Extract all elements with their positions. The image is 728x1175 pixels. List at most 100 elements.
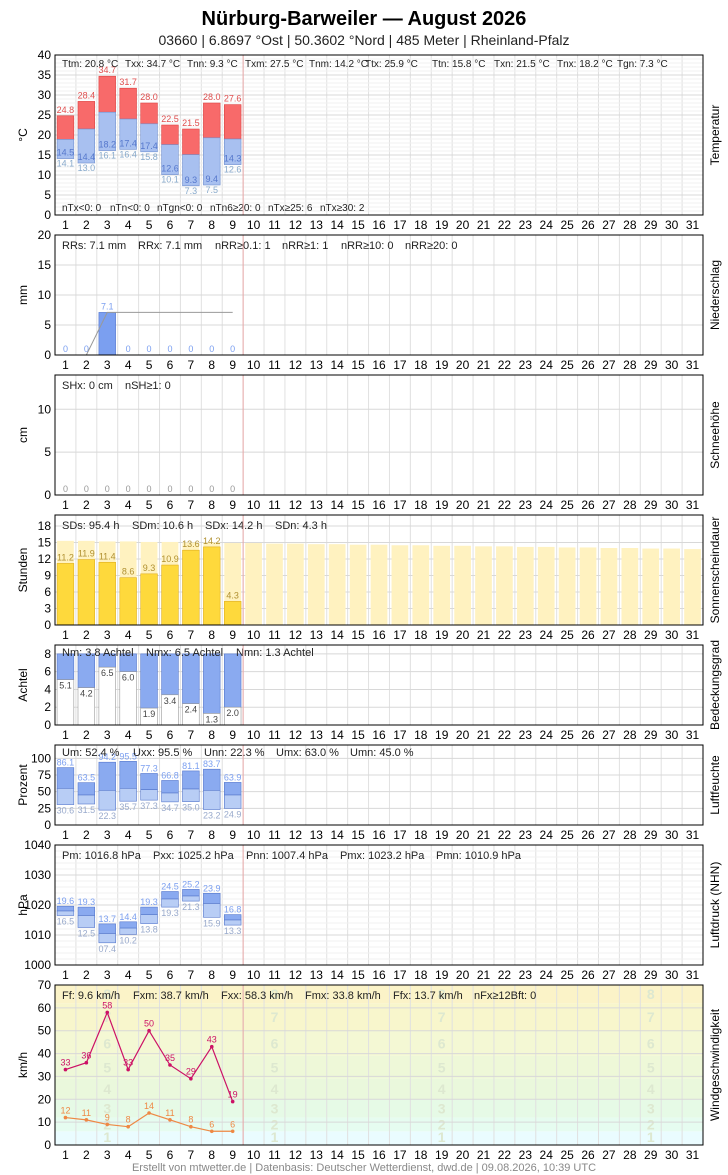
cloud-value-label: 3.4 — [164, 696, 177, 706]
tmin-bar — [56, 139, 75, 159]
humidity-lower-bar — [203, 790, 221, 810]
pressure-min-label: 16.5 — [57, 917, 75, 927]
x-tick-label: 4 — [125, 218, 132, 232]
x-tick-label: 16 — [372, 728, 386, 742]
x-tick-label: 20 — [456, 1148, 470, 1162]
humidity-min-label: 31.5 — [78, 805, 96, 815]
sun-value-label: 13.6 — [182, 539, 200, 549]
x-tick-label: 15 — [351, 628, 365, 642]
y-tick-label: 3 — [44, 602, 51, 616]
x-tick-label: 25 — [560, 358, 574, 372]
wind-gust-label: 43 — [207, 1035, 217, 1045]
humidity-min-label: 37.3 — [140, 801, 158, 811]
tmax-bar — [119, 87, 137, 120]
beaufort-label: 8 — [271, 986, 279, 1002]
panel-side-label: Bedeckungsgrad — [708, 640, 722, 730]
tmin-bar — [98, 111, 116, 151]
beaufort-label: 7 — [271, 1009, 279, 1025]
panel-side-label: Schneehöhe — [708, 401, 722, 469]
tmax-value-label: 27.6 — [224, 94, 242, 104]
sun-bar — [161, 564, 179, 626]
y-axis-label: Achtel — [16, 668, 30, 701]
y-tick-label: 2 — [44, 700, 51, 714]
beaufort-label: 3 — [647, 1100, 655, 1116]
precip-value-label: 0 — [84, 344, 89, 354]
x-tick-label: 7 — [188, 728, 195, 742]
x-tick-label: 26 — [581, 1148, 595, 1162]
beaufort-label: 6 — [103, 1035, 111, 1051]
wind-stat: Fxx: 58.3 km/h — [221, 990, 293, 1002]
x-tick-label: 13 — [310, 358, 324, 372]
cloud-value-label: 4.2 — [80, 689, 93, 699]
humidity-upper-bar — [203, 768, 221, 791]
x-tick-label: 29 — [644, 218, 658, 232]
x-tick-label: 13 — [310, 498, 324, 512]
cloud-value-label: 6.0 — [122, 673, 135, 683]
x-tick-label: 8 — [208, 968, 215, 982]
sun-value-label: 8.6 — [122, 567, 135, 577]
beaufort-label: 1 — [438, 1129, 446, 1145]
snow-value-label: 0 — [188, 484, 193, 494]
humidity-stat: Um: 52.4 % — [62, 747, 120, 759]
x-tick-label: 20 — [456, 358, 470, 372]
temperature-stat: Ttn: 15.8 °C — [432, 59, 485, 70]
pressure-stat: Pmn: 1010.9 hPa — [436, 850, 522, 862]
humidity-lower-bar — [182, 788, 200, 802]
x-tick-label: 15 — [351, 828, 365, 842]
x-tick-label: 16 — [372, 498, 386, 512]
y-tick-label: 25 — [38, 108, 52, 122]
beaufort-label: 4 — [647, 1081, 655, 1097]
cloud-stat: Nmn: 1.3 Achtel — [236, 647, 314, 659]
tmax-value-label: 28.0 — [140, 92, 158, 102]
sun-potential-bar — [391, 545, 409, 625]
y-tick-label: 10 — [38, 402, 52, 416]
temperature-count-stat: nTx<0: 0 — [62, 203, 102, 214]
x-tick-label: 8 — [208, 1148, 215, 1162]
y-tick-label: 100 — [31, 751, 51, 765]
tmax-value-label: 31.7 — [119, 77, 137, 87]
humidity-max-label: 77.3 — [140, 763, 158, 773]
x-tick-label: 20 — [456, 498, 470, 512]
tmax-value-label: 22.5 — [161, 114, 179, 124]
y-tick-label: 75 — [38, 768, 52, 782]
x-tick-label: 2 — [83, 1148, 90, 1162]
beaufort-band — [55, 1117, 703, 1132]
x-tick-label: 27 — [602, 498, 616, 512]
wind-panel: 1234567812345678123456781234567801020304… — [16, 978, 722, 1162]
tmax-bar — [161, 124, 179, 145]
x-tick-label: 18 — [414, 968, 428, 982]
x-tick-label: 24 — [540, 1148, 554, 1162]
x-tick-label: 14 — [331, 358, 345, 372]
x-tick-label: 18 — [414, 358, 428, 372]
y-axis-label: Prozent — [16, 764, 30, 806]
x-tick-label: 3 — [104, 728, 111, 742]
wind-mean-point — [126, 1124, 130, 1129]
x-tick-label: 6 — [167, 828, 174, 842]
sun-bar — [56, 563, 75, 626]
x-tick-label: 18 — [414, 1148, 428, 1162]
x-tick-label: 11 — [268, 498, 281, 512]
pressure-min-label: 12.5 — [78, 929, 96, 939]
humidity-upper-bar — [182, 770, 200, 790]
cloud-bar — [224, 653, 242, 708]
humidity-lower-bar — [77, 794, 96, 805]
snow-value-label: 0 — [147, 484, 152, 494]
humidity-stat: Umn: 45.0 % — [350, 747, 414, 759]
humidity-upper-bar — [98, 761, 116, 791]
precip-stat: nRR≥20: 0 — [405, 240, 458, 252]
x-tick-label: 4 — [125, 628, 132, 642]
x-tick-label: 15 — [351, 358, 365, 372]
sun-bar — [224, 601, 242, 626]
x-tick-label: 14 — [331, 828, 345, 842]
x-tick-label: 8 — [208, 218, 215, 232]
x-tick-label: 13 — [310, 828, 324, 842]
beaufort-label: 1 — [271, 1129, 279, 1145]
x-tick-label: 5 — [146, 828, 153, 842]
x-tick-label: 2 — [83, 968, 90, 982]
pressure-lower-bar — [203, 903, 221, 918]
wind-mean-label: 8 — [188, 1115, 193, 1125]
y-tick-label: 70 — [38, 978, 52, 992]
wind-mean-point — [209, 1129, 214, 1134]
x-tick-label: 3 — [104, 358, 111, 372]
pressure-max-label: 14.4 — [119, 912, 137, 922]
